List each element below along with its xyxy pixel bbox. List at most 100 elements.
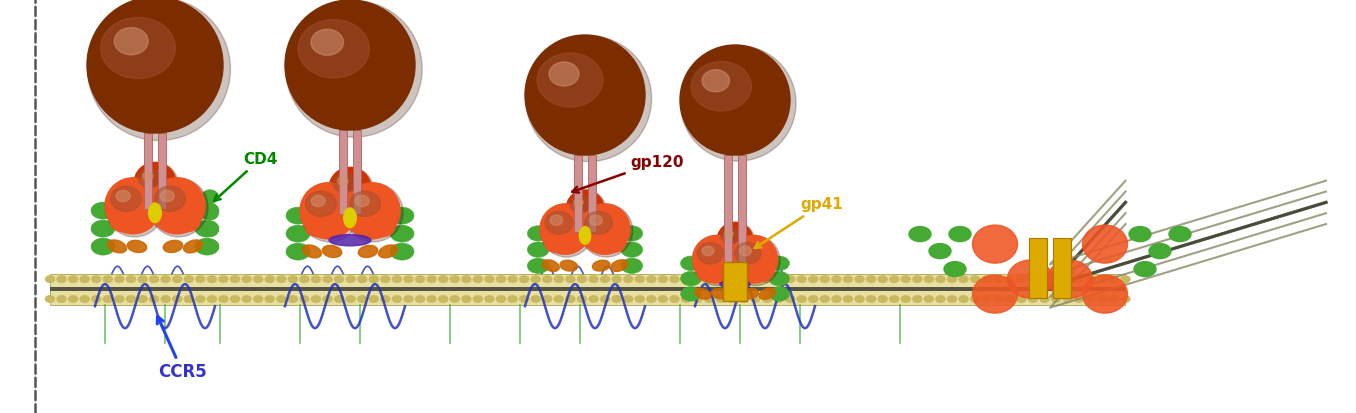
- Ellipse shape: [149, 178, 207, 237]
- Ellipse shape: [694, 288, 711, 299]
- Ellipse shape: [450, 296, 460, 302]
- Ellipse shape: [126, 296, 136, 302]
- Ellipse shape: [149, 203, 161, 223]
- Ellipse shape: [1040, 276, 1050, 282]
- Ellipse shape: [705, 276, 713, 282]
- Ellipse shape: [107, 240, 126, 253]
- Ellipse shape: [843, 296, 853, 302]
- Bar: [1054, 238, 1071, 298]
- Ellipse shape: [843, 276, 853, 282]
- Ellipse shape: [519, 276, 529, 282]
- Ellipse shape: [286, 243, 311, 260]
- Ellipse shape: [682, 296, 690, 302]
- Ellipse shape: [404, 276, 414, 282]
- Ellipse shape: [1028, 276, 1037, 282]
- Ellipse shape: [519, 296, 529, 302]
- Ellipse shape: [160, 190, 174, 202]
- Ellipse shape: [149, 276, 159, 282]
- Ellipse shape: [580, 204, 633, 257]
- Ellipse shape: [369, 276, 378, 282]
- Ellipse shape: [184, 296, 194, 302]
- Ellipse shape: [751, 276, 759, 282]
- Ellipse shape: [163, 240, 183, 252]
- Ellipse shape: [138, 296, 146, 302]
- Ellipse shape: [578, 276, 586, 282]
- Ellipse shape: [334, 174, 357, 192]
- Ellipse shape: [285, 0, 415, 130]
- Ellipse shape: [161, 276, 170, 282]
- Ellipse shape: [311, 29, 343, 55]
- Ellipse shape: [138, 169, 161, 188]
- Ellipse shape: [302, 245, 321, 258]
- Ellipse shape: [574, 199, 583, 206]
- Ellipse shape: [542, 260, 559, 271]
- Ellipse shape: [982, 296, 991, 302]
- Ellipse shape: [681, 287, 701, 301]
- Ellipse shape: [195, 238, 220, 255]
- Ellipse shape: [635, 276, 644, 282]
- Ellipse shape: [549, 62, 579, 86]
- Ellipse shape: [473, 276, 483, 282]
- Ellipse shape: [1149, 244, 1172, 259]
- Text: gp120: gp120: [572, 154, 683, 192]
- Ellipse shape: [681, 45, 796, 161]
- Ellipse shape: [439, 276, 447, 282]
- Ellipse shape: [92, 276, 100, 282]
- Ellipse shape: [532, 276, 540, 282]
- Ellipse shape: [231, 296, 240, 302]
- Ellipse shape: [243, 296, 251, 302]
- Ellipse shape: [355, 195, 369, 206]
- Ellipse shape: [820, 276, 830, 282]
- Ellipse shape: [601, 296, 610, 302]
- Bar: [1029, 238, 1047, 298]
- Ellipse shape: [994, 296, 1003, 302]
- Ellipse shape: [925, 276, 933, 282]
- Ellipse shape: [545, 211, 572, 234]
- Ellipse shape: [751, 266, 773, 281]
- Ellipse shape: [369, 296, 378, 302]
- Ellipse shape: [1075, 276, 1083, 282]
- Ellipse shape: [542, 276, 552, 282]
- Ellipse shape: [404, 296, 414, 302]
- Ellipse shape: [231, 276, 240, 282]
- Ellipse shape: [982, 276, 991, 282]
- Ellipse shape: [195, 296, 205, 302]
- Ellipse shape: [720, 280, 750, 288]
- Ellipse shape: [254, 276, 263, 282]
- Bar: [353, 130, 361, 214]
- Ellipse shape: [1008, 260, 1052, 298]
- Ellipse shape: [358, 296, 366, 302]
- Ellipse shape: [670, 296, 679, 302]
- Ellipse shape: [415, 296, 424, 302]
- Ellipse shape: [202, 206, 218, 220]
- Ellipse shape: [1063, 296, 1073, 302]
- Ellipse shape: [369, 218, 395, 237]
- Ellipse shape: [508, 276, 517, 282]
- Ellipse shape: [391, 243, 414, 260]
- Ellipse shape: [134, 162, 176, 204]
- Ellipse shape: [46, 276, 54, 282]
- Ellipse shape: [330, 167, 372, 209]
- Ellipse shape: [149, 296, 159, 302]
- Bar: [723, 261, 747, 301]
- Ellipse shape: [681, 271, 701, 286]
- Ellipse shape: [427, 296, 437, 302]
- Ellipse shape: [936, 276, 945, 282]
- Ellipse shape: [739, 276, 749, 282]
- Ellipse shape: [902, 296, 910, 302]
- Ellipse shape: [808, 276, 818, 282]
- Ellipse shape: [195, 276, 205, 282]
- Ellipse shape: [682, 276, 690, 282]
- Ellipse shape: [115, 276, 123, 282]
- Ellipse shape: [808, 296, 818, 302]
- Ellipse shape: [1082, 275, 1127, 313]
- Ellipse shape: [542, 296, 552, 302]
- Ellipse shape: [184, 276, 194, 282]
- Ellipse shape: [485, 276, 494, 282]
- Ellipse shape: [110, 214, 136, 232]
- Ellipse shape: [1052, 276, 1060, 282]
- Ellipse shape: [1109, 276, 1119, 282]
- Ellipse shape: [527, 258, 549, 273]
- Ellipse shape: [450, 276, 460, 282]
- Ellipse shape: [1086, 276, 1096, 282]
